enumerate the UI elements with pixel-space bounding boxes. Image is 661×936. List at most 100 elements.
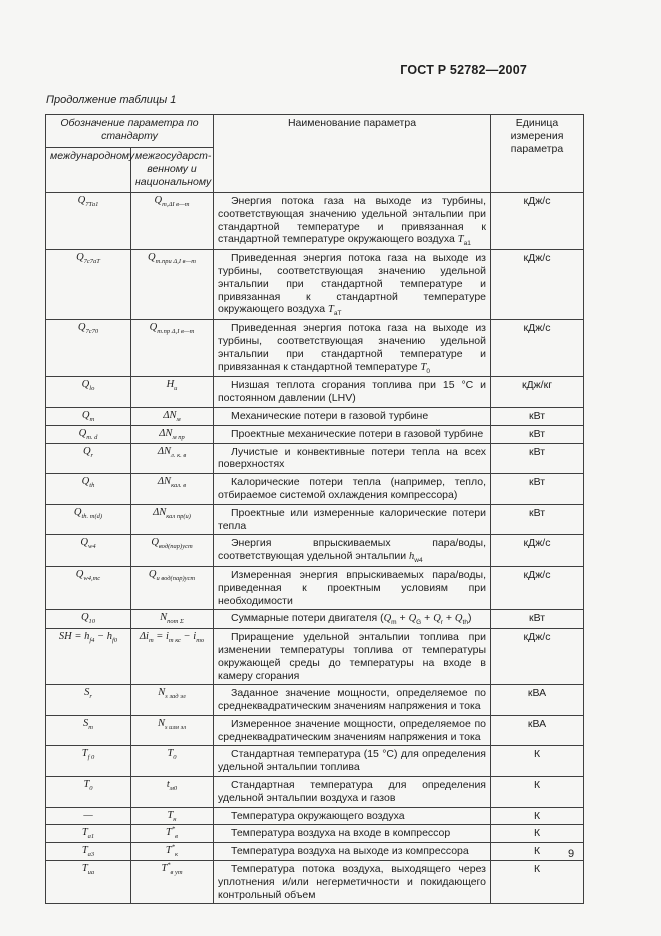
table-row: Qth ΔNкал. в Калорические потери тепла (на… <box>45 473 584 505</box>
international-symbol: Tа3 <box>45 842 131 862</box>
international-symbol: Q10 <box>45 609 131 630</box>
international-symbol: — <box>45 806 131 826</box>
page-number: 9 <box>568 848 575 860</box>
interstate-symbol: Qт.пр Δ,I в—т <box>130 319 214 378</box>
parameter-name: Температура воздуха на входе в компрессо… <box>213 824 491 844</box>
parameter-unit: кДж/с <box>490 565 584 611</box>
interstate-symbol: T*в <box>130 824 214 844</box>
parameter-name: Измеренная энергия впрыскиваемых пара/во… <box>213 565 491 611</box>
table-row: Q7с7аТ Qт.при Δ,I в—т Приведенная энергия … <box>45 249 584 321</box>
table-row: Qlo Hu Низшая теплота сгорания топлива при… <box>45 376 584 408</box>
parameter-unit: К <box>490 776 584 808</box>
parameter-name: Лучистые и конвективные потери тепла на … <box>213 442 491 475</box>
international-symbol: Tа1 <box>45 824 131 844</box>
interstate-symbol: ΔNл. к. в <box>130 442 214 475</box>
table-row: Tuа T*в ут Температура потока воздуха, вых… <box>45 860 584 905</box>
table-row: SH = hf4 − hf0 Δiт = iт кс − iто Приращени… <box>45 628 584 686</box>
interstate-symbol: T*в ут <box>130 860 214 905</box>
parameter-name: Суммарные потери двигателя (Qm + QG + Qr… <box>213 609 491 630</box>
international-symbol: Qr <box>45 442 131 475</box>
interstate-symbol: ΔNм <box>130 406 214 426</box>
interstate-symbol: Hu <box>130 376 214 408</box>
table-row: Qw4 Qвод(пар)уст Энергия впрыскиваемых пар… <box>45 534 584 567</box>
interstate-column-header: межгосударст- венному и национальному <box>130 147 214 193</box>
interstate-symbol: Δiт = iт кс − iто <box>130 628 214 686</box>
parameter-unit: кВА <box>490 714 584 747</box>
parameter-name: Стандартная температура для определения … <box>213 776 491 808</box>
table-row: Qth. m(d) ΔNкал пр(и) Проектные или измере… <box>45 503 584 536</box>
interstate-symbol: tм0 <box>130 776 214 808</box>
parameter-name: Приведенная энергия потока газа на выход… <box>213 319 491 378</box>
table-caption: Продолжение таблицы 1 <box>46 94 177 106</box>
parameter-name: Заданное значение мощности, определяемое… <box>213 684 491 716</box>
table-row: Tf 0 T0 Стандартная температура (15 °С) дл… <box>45 745 584 778</box>
international-symbol: Sm <box>45 714 131 747</box>
interstate-symbol: ΔNкал. в <box>130 473 214 505</box>
table-row: Tа1 T*в Температура воздуха на входе в ком… <box>45 824 584 844</box>
interstate-symbol: Qи вод(пар)уст <box>130 565 214 611</box>
international-symbol: Tf 0 <box>45 745 131 778</box>
parameter-name: Температура окружающего воздуха <box>213 806 491 826</box>
parameter-name: Измеренное значение мощности, определяем… <box>213 714 491 747</box>
parameter-name: Механические потери в газовой турбине <box>213 406 491 426</box>
parameter-unit: кДж/кг <box>490 376 584 408</box>
international-column-header: международному <box>45 147 134 193</box>
interstate-symbol: Qт.при Δ,I в—т <box>130 249 214 321</box>
table-row: Qm ΔNм Механические потери в газовой турби… <box>45 406 584 426</box>
parameter-name: Проектные механические потери в газовой … <box>213 424 491 444</box>
parameter-unit: кДж/с <box>490 534 584 567</box>
international-symbol: Qw4 <box>45 534 131 567</box>
standard-number-header: ГОСТ Р 52782—2007 <box>400 63 527 77</box>
table-row: — Tн Температура окружающего воздуха К <box>45 806 584 826</box>
parameter-unit: кДж/с <box>490 191 584 251</box>
international-symbol: SH = hf4 − hf0 <box>45 628 131 686</box>
parameter-unit: кДж/с <box>490 319 584 378</box>
international-symbol: Qth. m(d) <box>45 503 131 536</box>
parameter-name: Энергия потока газа на выходе из турбины… <box>213 191 491 251</box>
table-row: Qw4,mc Qи вод(пар)уст Измеренная энергия в… <box>45 565 584 611</box>
parameter-unit: кВт <box>490 609 584 630</box>
international-symbol: Qw4,mc <box>45 565 131 611</box>
table-row: Sr Ns зад эл Заданное значение мощности, о… <box>45 684 584 716</box>
parameter-name: Энергия впрыскиваемых пара/воды, соответ… <box>213 534 491 567</box>
interstate-symbol: Nпот Σ <box>130 609 214 630</box>
parameter-unit: кВт <box>490 503 584 536</box>
parameter-unit: К <box>490 860 584 905</box>
interstate-symbol: ΔNкал пр(и) <box>130 503 214 536</box>
parameter-name: Стандартная температура (15 °С) для опре… <box>213 745 491 778</box>
table-row: Qr ΔNл. к. в Лучистые и конвективные потер… <box>45 442 584 475</box>
parameters-table: Обозначение параметра по стандарту Наиме… <box>45 114 584 905</box>
interstate-symbol: T0 <box>130 745 214 778</box>
international-symbol: Qlo <box>45 376 131 408</box>
table-row: Sm Ns изм эл Измеренное значение мощности,… <box>45 714 584 747</box>
parameter-name: Приращение удельной энтальпии топлива пр… <box>213 628 491 686</box>
table-row: Q7Та1 Qт,ΔI в—т Энергия потока газа на вых… <box>45 191 584 251</box>
parameter-unit: кДж/с <box>490 249 584 321</box>
parameter-unit: кВт <box>490 442 584 475</box>
interstate-symbol: T*к <box>130 842 214 862</box>
parameter-unit: кВт <box>490 406 584 426</box>
parameter-unit: кВт <box>490 473 584 505</box>
interstate-symbol: Qвод(пар)уст <box>130 534 214 567</box>
table-row: Qm. d ΔNм пр Проектные механические потери… <box>45 424 584 444</box>
parameter-unit: К <box>490 806 584 826</box>
parameter-unit: кВА <box>490 684 584 716</box>
parameter-name: Низшая теплота сгорания топлива при 15 °… <box>213 376 491 408</box>
interstate-symbol: ΔNм пр <box>130 424 214 444</box>
international-symbol: Q7с70 <box>45 319 131 378</box>
international-symbol: Q7Та1 <box>45 191 131 251</box>
parameter-unit: К <box>490 824 584 844</box>
parameter-unit: К <box>490 745 584 778</box>
international-symbol: Qm <box>45 406 131 426</box>
parameter-unit: кВт <box>490 424 584 444</box>
table-header: Обозначение параметра по стандарту Наиме… <box>45 114 584 193</box>
parameter-name: Калорические потери тепла (например, теп… <box>213 473 491 505</box>
parameter-name: Температура потока воздуха, выходящего ч… <box>213 860 491 905</box>
international-symbol: Tuа <box>45 860 131 905</box>
designation-group-header: Обозначение параметра по стандарту <box>45 114 214 148</box>
interstate-symbol: Tн <box>130 806 214 826</box>
parameter-unit: кДж/с <box>490 628 584 686</box>
interstate-symbol: Ns изм эл <box>130 714 214 747</box>
header-row-group: Обозначение параметра по стандарту Наиме… <box>45 114 584 193</box>
